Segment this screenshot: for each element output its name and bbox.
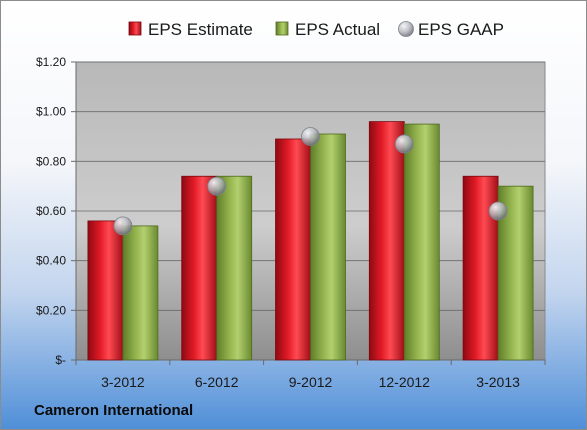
bar-eps-estimate-3-2012 [87,220,124,361]
bar-eps-estimate-12-2012 [368,121,405,361]
bar-eps-actual-3-2012 [122,225,159,361]
marker-eps-gaap-3-2013 [488,201,508,221]
x-tick-label: 3-2012 [101,374,145,390]
legend-swatch-eps-actual [275,21,289,36]
x-tick-label: 3-2013 [476,374,520,390]
legend-label-eps-gaap: EPS GAAP [418,20,504,39]
legend-label-eps-estimate: EPS Estimate [148,20,253,39]
company-name: Cameron International [34,402,194,419]
y-tick-label: $0.40 [36,254,66,268]
legend-swatch-eps-gaap [398,21,414,37]
legend: EPS Estimate EPS Actual EPS GAAP [128,20,504,39]
bar-eps-estimate-6-2012 [181,175,218,361]
legend-label-eps-actual: EPS Actual [295,20,380,39]
marker-eps-gaap-12-2012 [394,134,414,154]
y-tick-label: $- [55,353,66,367]
y-tick-label: $0.80 [36,154,66,168]
x-tick-label: 9-2012 [289,374,333,390]
x-tick-label: 12-2012 [379,374,431,390]
bar-eps-actual-9-2012 [310,133,346,361]
marker-eps-gaap-3-2012 [113,216,133,236]
y-tick-label: $0.20 [36,303,66,317]
x-tick-label: 6-2012 [195,374,239,390]
y-tick-label: $0.60 [36,204,66,218]
y-tick-label: $1.20 [36,55,66,69]
y-tick-label: $1.00 [36,105,66,119]
bar-eps-estimate-9-2012 [275,138,311,361]
marker-eps-gaap-6-2012 [207,176,227,196]
marker-eps-gaap-9-2012 [301,127,320,146]
bar-eps-actual-12-2012 [403,123,440,361]
bar-eps-actual-6-2012 [216,175,253,361]
legend-swatch-eps-estimate [128,21,142,36]
